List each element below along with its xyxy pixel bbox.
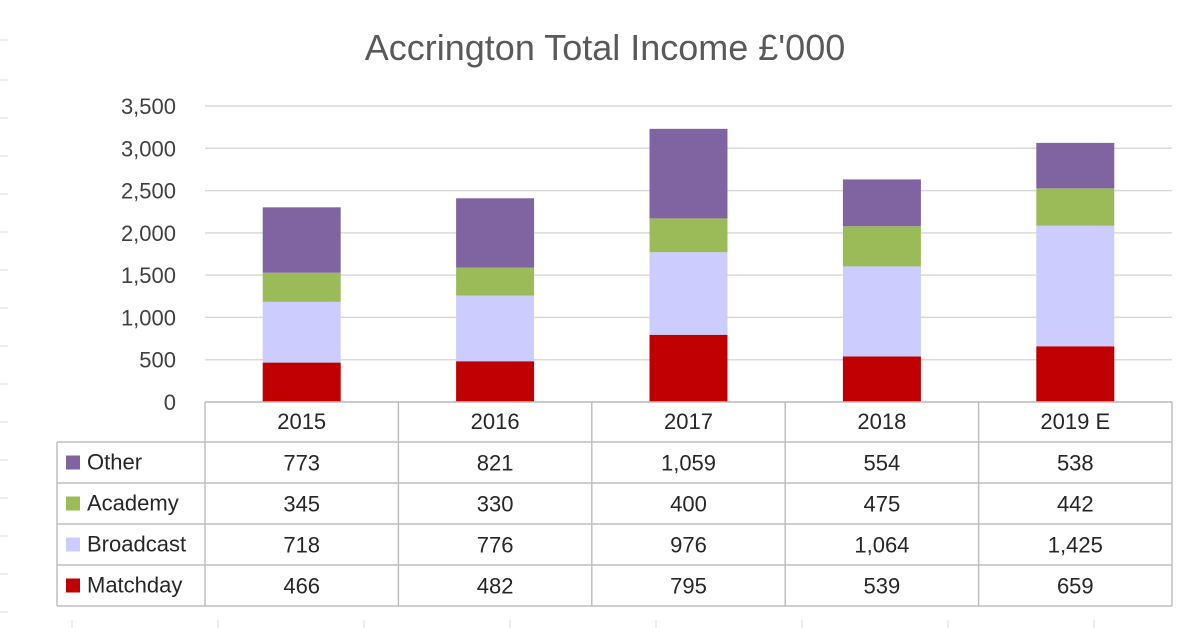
- y-tick-label: 500: [139, 348, 176, 373]
- data-label: 1,059: [661, 451, 716, 476]
- x-tick-label: 2018: [857, 409, 906, 434]
- data-label: 442: [1057, 492, 1094, 517]
- bar-broadcast-2015: [262, 301, 341, 363]
- bar-academy-2018: [842, 226, 921, 267]
- bar-academy-2016: [456, 267, 535, 296]
- bar-academy-2017: [649, 218, 728, 253]
- x-tick-label: 2017: [664, 409, 713, 434]
- y-tick-label: 2,500: [121, 179, 176, 204]
- bar-other-2016: [456, 198, 535, 268]
- x-tick-label: 2015: [277, 409, 326, 434]
- data-label: 400: [670, 492, 707, 517]
- data-label: 538: [1057, 451, 1094, 476]
- y-tick-label: 3,500: [121, 94, 176, 119]
- legend-key-matchday: [66, 578, 80, 593]
- data-label: 554: [864, 451, 901, 476]
- legend-label-academy: Academy: [87, 491, 179, 516]
- legend-key-broadcast: [66, 537, 80, 552]
- bar-matchday-2016: [456, 361, 535, 402]
- bar-academy-2019-e: [1036, 188, 1115, 226]
- y-axis-labels: 0 500 1,000 1,500 2,000 2,500 3,000 3,500: [121, 94, 176, 415]
- bar-other-2015: [262, 207, 341, 273]
- y-tick-label: 0: [164, 390, 176, 415]
- x-tick-label: 2016: [471, 409, 520, 434]
- bar-broadcast-2017: [649, 252, 728, 335]
- data-label: 539: [864, 574, 901, 599]
- legend-label-matchday: Matchday: [87, 573, 182, 598]
- bar-series: [262, 128, 1115, 402]
- y-tick-label: 2,000: [121, 221, 176, 246]
- data-label: 345: [283, 492, 320, 517]
- data-label: 821: [477, 451, 514, 476]
- bar-broadcast-2019-e: [1036, 225, 1115, 347]
- legend-label-broadcast: Broadcast: [87, 532, 186, 557]
- bar-broadcast-2018: [842, 266, 921, 357]
- data-label: 330: [477, 492, 514, 517]
- legend-label-other: Other: [87, 450, 142, 475]
- legend-key-other: [66, 455, 80, 470]
- bar-matchday-2019-e: [1036, 346, 1115, 402]
- data-label: 1,064: [854, 533, 909, 558]
- bar-other-2018: [842, 179, 921, 227]
- bar-matchday-2017: [649, 334, 728, 402]
- data-label: 776: [477, 533, 514, 558]
- data-label: 1,425: [1048, 533, 1103, 558]
- y-tick-label: 1,500: [121, 263, 176, 288]
- bar-matchday-2015: [262, 362, 341, 402]
- data-label: 659: [1057, 574, 1094, 599]
- data-label: 466: [283, 574, 320, 599]
- data-label: 482: [477, 574, 514, 599]
- data-label: 475: [864, 492, 901, 517]
- bar-broadcast-2016: [456, 295, 535, 362]
- legend-key-academy: [66, 496, 80, 511]
- bar-academy-2015: [262, 272, 341, 302]
- bar-other-2017: [649, 128, 728, 219]
- spreadsheet-gridlines: [0, 39, 1095, 628]
- data-label: 795: [670, 574, 707, 599]
- x-tick-label: 2019 E: [1040, 409, 1110, 434]
- bar-other-2019-e: [1036, 142, 1115, 189]
- data-label: 718: [283, 533, 320, 558]
- y-tick-label: 3,000: [121, 136, 176, 161]
- bar-matchday-2018: [842, 356, 921, 402]
- data-label: 976: [670, 533, 707, 558]
- y-tick-label: 1,000: [121, 305, 176, 330]
- data-table: 2015 2016 2017 2018 2019 E Other 773 821 1,059 55…: [56, 401, 1173, 607]
- data-label: 773: [283, 451, 320, 476]
- chart-title: Accrington Total Income £'000: [365, 27, 846, 68]
